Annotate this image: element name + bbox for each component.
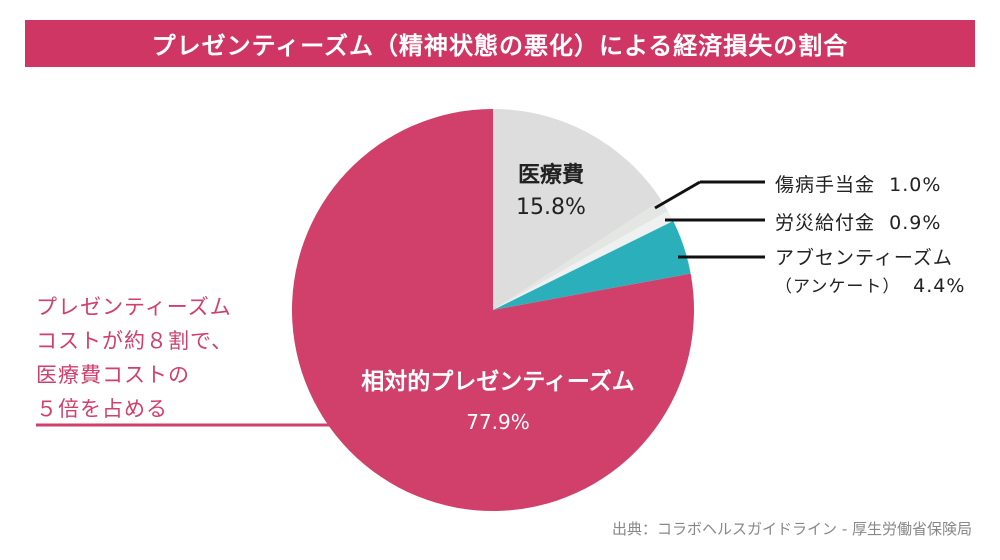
legend-injury-value: 0.9% — [889, 212, 942, 234]
leader-line-sick — [654, 180, 701, 210]
legend-sick-name: 傷病手当金 — [775, 174, 876, 196]
chart-title: プレゼンティーズム（精神状態の悪化）による経済損失の割合 — [25, 20, 975, 67]
source-text: 出典：コラボヘルスガイドライン - 厚生労働省保険局 — [612, 520, 972, 538]
pie-slice-1 — [493, 200, 668, 310]
legend-absenteeism-name: アブセンティーズム — [775, 247, 953, 269]
legend-injury-name: 労災給付金 — [775, 212, 876, 234]
legend-sick: 傷病手当金 1.0% — [775, 170, 941, 197]
legend-absenteeism-value: 4.4% — [913, 275, 966, 297]
label-presenteeism: 相対的プレゼンティーズム 77.9% — [338, 362, 658, 442]
legend-sick-value: 1.0% — [889, 174, 942, 196]
label-presenteeism-name: 相対的プレゼンティーズム — [361, 369, 635, 395]
label-medical-value: 15.8% — [516, 195, 586, 220]
pie-slice-2 — [493, 210, 674, 310]
legend-absenteeism: アブセンティーズム （アンケート） 4.4% — [775, 244, 965, 301]
pie-slice-0 — [493, 109, 662, 310]
legend-injury: 労災給付金 0.9% — [775, 208, 941, 235]
pie-slice-3 — [493, 221, 691, 310]
label-medical-name: 医療費 — [517, 163, 584, 188]
label-medical: 医療費 15.8% — [516, 160, 586, 224]
annotation-text: プレゼンティーズム コストが約８割で、 医療費コストの ５倍を占める — [36, 295, 234, 421]
legend-absenteeism-sub: （アンケート） — [775, 277, 901, 297]
pie-slice-4 — [292, 109, 694, 511]
label-presenteeism-value: 77.9% — [466, 410, 530, 434]
